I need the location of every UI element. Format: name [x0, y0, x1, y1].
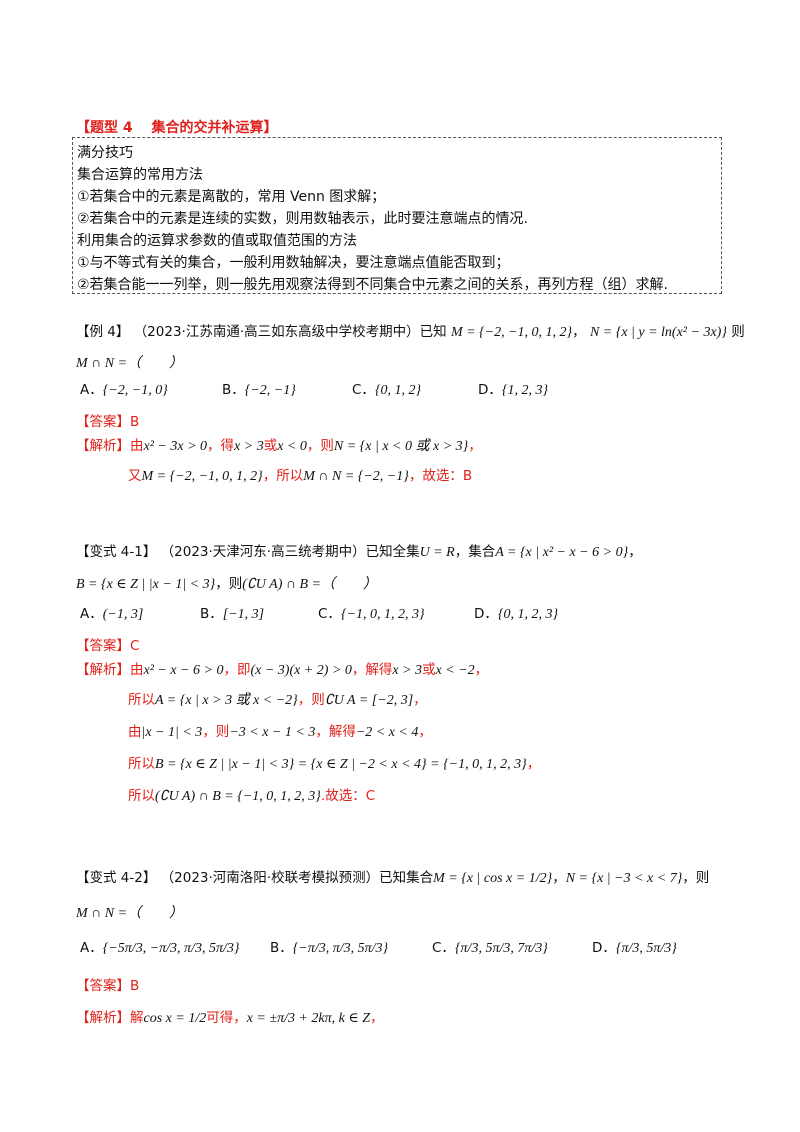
example4-answer: 【答案】B — [76, 414, 140, 430]
set-m: M = {−2, −1, 0, 1, 2} — [450, 325, 573, 340]
variant41-stem: 【变式 4-1】 （2023·天津河东·高三统考期中）已知全集U = R，集合A… — [76, 544, 642, 560]
option-b: B．{−π/3, π/3, 5π/3} — [270, 940, 389, 956]
option-d: D．{1, 2, 3} — [478, 382, 549, 398]
variant41-analysis-3: 由|x − 1| < 3，则−3 < x − 1 < 3，解得−2 < x < … — [128, 724, 432, 740]
option-c: C．{0, 1, 2} — [352, 382, 422, 398]
option-a: A．{−2, −1, 0} — [80, 382, 168, 398]
set-n: N = {x | y = ln(x² − 3x)} — [589, 325, 727, 340]
option-a: A．(−1, 3] — [80, 606, 144, 622]
tips-box: 满分技巧 集合运算的常用方法 ①若集合中的元素是离散的，常用 Venn 图求解；… — [72, 137, 722, 294]
tips-line: ②若集合中的元素是连续的实数，则用数轴表示，此时要注意端点的情况. — [77, 211, 528, 227]
variant41-analysis-1: 【解析】由x² − x − 6 > 0，即(x − 3)(x + 2) > 0，… — [76, 662, 489, 678]
option-b: B．[−1, 3] — [200, 606, 265, 622]
variant41-analysis-5: 所以(∁U A) ∩ B = {−1, 0, 1, 2, 3}.故选：C — [128, 788, 376, 804]
variant42-stem: 【变式 4-2】 （2023·河南洛阳·校联考模拟预测）已知集合M = {x |… — [76, 870, 710, 886]
option-b: B．{−2, −1} — [222, 382, 296, 398]
variant41-analysis-2: 所以A = {x | x > 3 或 x < −2}，则∁U A = [−2, … — [128, 692, 427, 708]
option-d: D．{π/3, 5π/3} — [592, 940, 677, 956]
option-d: D．{0, 1, 2, 3} — [474, 606, 559, 622]
example4-analysis-2: 又M = {−2, −1, 0, 1, 2}，所以M ∩ N = {−2, −1… — [128, 468, 473, 484]
tips-line: 利用集合的运算求参数的值或取值范围的方法 — [77, 233, 357, 249]
tips-line: 集合运算的常用方法 — [77, 167, 203, 183]
tips-line: ①与不等式有关的集合，一般利用数轴解决，要注意端点值能否取到； — [77, 255, 510, 271]
tips-line: ①若集合中的元素是离散的，常用 Venn 图求解； — [77, 189, 386, 205]
example4-analysis-1: 【解析】由x² − 3x > 0，得x > 3或x < 0，则N = {x | … — [76, 438, 482, 454]
variant41-answer: 【答案】C — [76, 638, 140, 654]
tips-line: 满分技巧 — [77, 145, 133, 161]
variant41-analysis-4: 所以B = {x ∈ Z | |x − 1| < 3} = {x ∈ Z | −… — [128, 756, 541, 772]
option-a: A．{−5π/3, −π/3, π/3, 5π/3} — [80, 940, 240, 956]
variant42-question: M ∩ N =（ ） — [76, 906, 184, 921]
tips-line: ②若集合能一一列举，则一般先用观察法得到不同集合中元素之间的关系，再列方程（组）… — [77, 277, 668, 293]
option-c: C．{π/3, 5π/3, 7π/3} — [432, 940, 548, 956]
variant42-analysis-1: 【解析】解cos x = 1/2可得，x = ±π/3 + 2kπ, k ∈ Z… — [76, 1010, 384, 1026]
example4-stem: 【例 4】 （2023·江苏南通·高三如东高级中学校考期中）已知 M = {−2… — [76, 324, 745, 340]
variant41-question: B = {x ∈ Z | |x − 1| < 3}，则(∁U A) ∩ B =（… — [76, 576, 377, 592]
section-title: 【题型 4 集合的交并补运算】 — [76, 120, 278, 136]
example4-question: M ∩ N =（ ） — [76, 356, 184, 371]
option-c: C．{−1, 0, 1, 2, 3} — [318, 606, 425, 622]
variant42-answer: 【答案】B — [76, 978, 140, 994]
